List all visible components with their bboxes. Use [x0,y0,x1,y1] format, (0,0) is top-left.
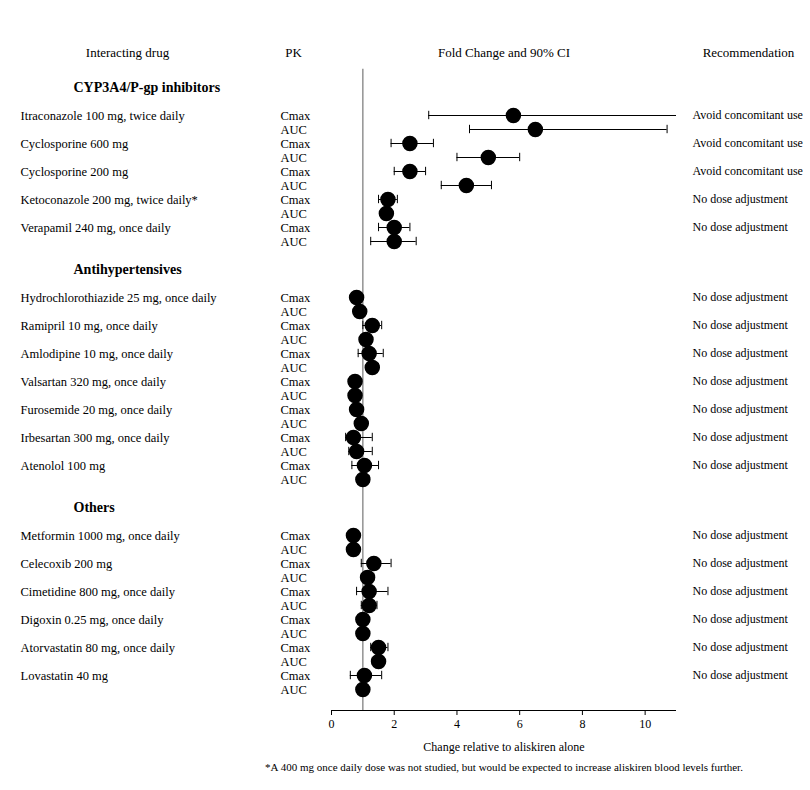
svg-text:No dose adjustment: No dose adjustment [693,612,789,626]
svg-text:Cmax: Cmax [281,403,312,417]
svg-text:Cmax: Cmax [281,375,312,389]
svg-text:AUC: AUC [281,543,307,557]
svg-text:Cmax: Cmax [281,529,312,543]
svg-text:Cmax: Cmax [281,459,312,473]
svg-text:Ketoconazole 200 mg, twice dai: Ketoconazole 200 mg, twice daily* [21,193,198,207]
svg-text:AUC: AUC [281,389,307,403]
svg-text:Atorvastatin 80 mg, once daily: Atorvastatin 80 mg, once daily [21,641,176,655]
svg-text:Cimetidine 800 mg, once daily: Cimetidine 800 mg, once daily [21,585,176,599]
svg-text:Cyclosporine 200 mg: Cyclosporine 200 mg [21,165,129,179]
svg-text:Cmax: Cmax [281,165,312,179]
svg-text:PK: PK [285,45,302,60]
svg-text:AUC: AUC [281,445,307,459]
svg-text:Valsartan 320 mg, once daily: Valsartan 320 mg, once daily [21,375,167,389]
svg-text:No dose adjustment: No dose adjustment [693,318,789,332]
svg-text:*A 400 mg once daily dose was: *A 400 mg once daily dose was not studie… [265,761,743,773]
svg-text:Cmax: Cmax [281,193,312,207]
svg-text:Amlodipine 10 mg, once daily: Amlodipine 10 mg, once daily [21,347,174,361]
svg-text:Cmax: Cmax [281,291,312,305]
svg-text:Irbesartan 300 mg, once daily: Irbesartan 300 mg, once daily [21,431,171,445]
svg-text:Cyclosporine 600 mg: Cyclosporine 600 mg [21,137,129,151]
svg-text:Cmax: Cmax [281,109,312,123]
svg-text:AUC: AUC [281,361,307,375]
svg-text:Atenolol 100 mg: Atenolol 100 mg [21,459,106,473]
svg-text:No dose adjustment: No dose adjustment [693,668,789,682]
svg-text:6: 6 [517,717,523,731]
svg-text:Interacting drug: Interacting drug [86,45,170,60]
svg-text:No dose adjustment: No dose adjustment [693,192,789,206]
svg-text:Antihypertensives: Antihypertensives [74,262,183,277]
svg-text:Avoid concomitant use: Avoid concomitant use [693,108,803,122]
svg-text:AUC: AUC [281,683,307,697]
svg-text:No dose adjustment: No dose adjustment [693,346,789,360]
svg-text:AUC: AUC [281,333,307,347]
svg-text:No dose adjustment: No dose adjustment [693,220,789,234]
svg-text:Hydrochlorothiazide 25 mg, onc: Hydrochlorothiazide 25 mg, once daily [21,291,218,305]
svg-text:8: 8 [579,717,585,731]
svg-text:AUC: AUC [281,571,307,585]
svg-text:AUC: AUC [281,305,307,319]
svg-text:Verapamil 240 mg, once daily: Verapamil 240 mg, once daily [21,221,172,235]
svg-text:Celecoxib 200 mg: Celecoxib 200 mg [21,557,113,571]
svg-text:Itraconazole 100 mg, twice dai: Itraconazole 100 mg, twice daily [21,109,186,123]
svg-text:AUC: AUC [281,473,307,487]
svg-text:Metformin 1000 mg, once daily: Metformin 1000 mg, once daily [21,529,181,543]
svg-text:AUC: AUC [281,417,307,431]
svg-text:Cmax: Cmax [281,641,312,655]
svg-text:Avoid concomitant use: Avoid concomitant use [693,164,803,178]
svg-text:Ramipril 10 mg, once daily: Ramipril 10 mg, once daily [21,319,159,333]
svg-text:Fold Change and 90% CI: Fold Change and 90% CI [438,45,570,60]
svg-text:Cmax: Cmax [281,585,312,599]
svg-text:Recommendation: Recommendation [703,45,795,60]
svg-text:No dose adjustment: No dose adjustment [693,402,789,416]
svg-text:No dose adjustment: No dose adjustment [693,458,789,472]
svg-text:Digoxin 0.25 mg, once daily: Digoxin 0.25 mg, once daily [21,613,165,627]
svg-text:Cmax: Cmax [281,319,312,333]
svg-text:Avoid concomitant use: Avoid concomitant use [693,136,803,150]
svg-text:No dose adjustment: No dose adjustment [693,640,789,654]
svg-text:4: 4 [454,717,460,731]
svg-text:No dose adjustment: No dose adjustment [693,374,789,388]
svg-text:AUC: AUC [281,655,307,669]
svg-text:AUC: AUC [281,123,307,137]
svg-text:Others: Others [74,500,116,515]
svg-text:2: 2 [391,717,397,731]
svg-text:No dose adjustment: No dose adjustment [693,528,789,542]
svg-text:No dose adjustment: No dose adjustment [693,584,789,598]
svg-text:Change relative to aliskiren a: Change relative to aliskiren alone [423,740,584,754]
svg-text:AUC: AUC [281,235,307,249]
svg-text:CYP3A4/P-gp inhibitors: CYP3A4/P-gp inhibitors [74,80,221,95]
svg-text:AUC: AUC [281,599,307,613]
svg-text:AUC: AUC [281,151,307,165]
svg-text:AUC: AUC [281,627,307,641]
svg-text:AUC: AUC [281,207,307,221]
svg-text:Cmax: Cmax [281,669,312,683]
svg-text:Cmax: Cmax [281,137,312,151]
svg-text:10: 10 [639,717,651,731]
svg-text:Cmax: Cmax [281,431,312,445]
svg-text:Cmax: Cmax [281,347,312,361]
svg-text:Cmax: Cmax [281,613,312,627]
svg-text:0: 0 [329,717,335,731]
svg-text:Cmax: Cmax [281,221,312,235]
svg-text:No dose adjustment: No dose adjustment [693,290,789,304]
svg-text:Furosemide 20 mg, once daily: Furosemide 20 mg, once daily [21,403,173,417]
svg-text:No dose adjustment: No dose adjustment [693,556,789,570]
svg-text:Cmax: Cmax [281,557,312,571]
svg-text:Lovastatin 40 mg: Lovastatin 40 mg [21,669,109,683]
svg-text:No dose adjustment: No dose adjustment [693,430,789,444]
svg-text:AUC: AUC [281,179,307,193]
